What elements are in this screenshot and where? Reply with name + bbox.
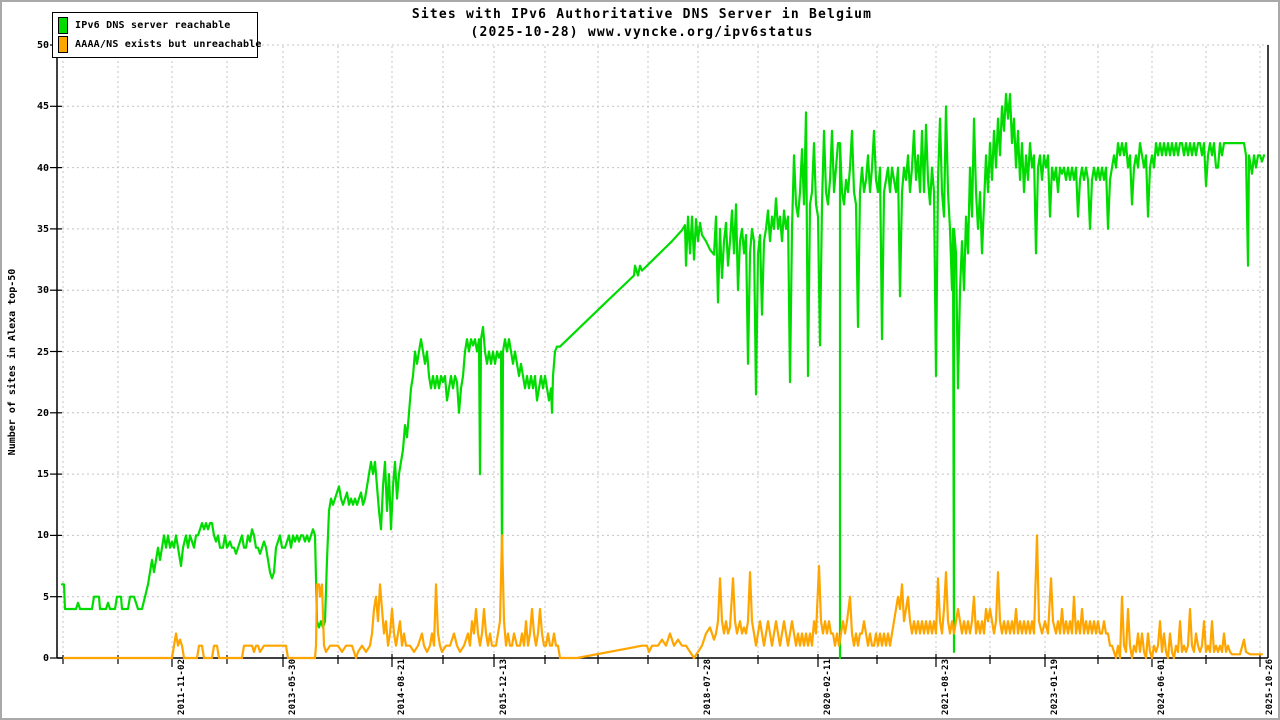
y-tick-label-15: 15 — [36, 469, 49, 481]
x-tick-label-2025-10-26: 2025-10-26 — [1265, 658, 1275, 715]
y-tick-label-45: 45 — [36, 101, 49, 113]
chart-title: Sites with IPv6 Authoritative DNS Server… — [411, 7, 873, 22]
series-line-unreachable — [62, 534, 1264, 660]
legend-swatch-green — [58, 16, 68, 34]
y-tick-label-30: 30 — [36, 285, 49, 297]
y-tick-label-25: 25 — [36, 346, 49, 358]
legend-box: IPv6 DNS server reachable AAAA/NS exists… — [52, 12, 261, 58]
legend-label-reachable: IPv6 DNS server reachable — [75, 19, 231, 31]
y-tick-label-5: 5 — [42, 591, 49, 603]
x-tick-label-2021-08-23: 2021-08-23 — [941, 658, 951, 715]
y-tick-label-0: 0 — [42, 653, 49, 664]
x-tick-label-2018-07-28: 2018-07-28 — [703, 658, 713, 715]
y-tick-label-20: 20 — [36, 407, 49, 419]
y-tick-label-50: 50 — [36, 40, 49, 51]
x-tick-label-2015-12-13: 2015-12-13 — [499, 658, 509, 715]
x-tick-label-2014-08-21: 2014-08-21 — [397, 658, 407, 715]
x-tick-label-2024-06-01: 2024-06-01 — [1157, 658, 1167, 715]
y-tick-label-10: 10 — [36, 530, 49, 542]
y-tick-label-35: 35 — [36, 223, 49, 235]
x-tick-label-2011-11-02: 2011-11-02 — [177, 658, 187, 715]
y-tick-label-40: 40 — [36, 162, 49, 174]
x-tick-label-2023-01-19: 2023-01-19 — [1050, 658, 1060, 715]
x-tick-label-2013-05-30: 2013-05-30 — [288, 658, 298, 715]
legend-label-unreachable: AAAA/NS exists but unreachable — [75, 38, 262, 50]
chart-subtitle: (2025-10-28) www.vyncke.org/ipv6status — [470, 25, 814, 40]
legend-swatch-orange — [58, 35, 68, 53]
series-line-reachable — [60, 92, 1266, 660]
legend-item-unreachable: AAAA/NS exists but unreachable — [58, 35, 262, 53]
legend-item-reachable: IPv6 DNS server reachable — [58, 16, 231, 34]
x-tick-label-2020-02-11: 2020-02-11 — [823, 658, 833, 715]
